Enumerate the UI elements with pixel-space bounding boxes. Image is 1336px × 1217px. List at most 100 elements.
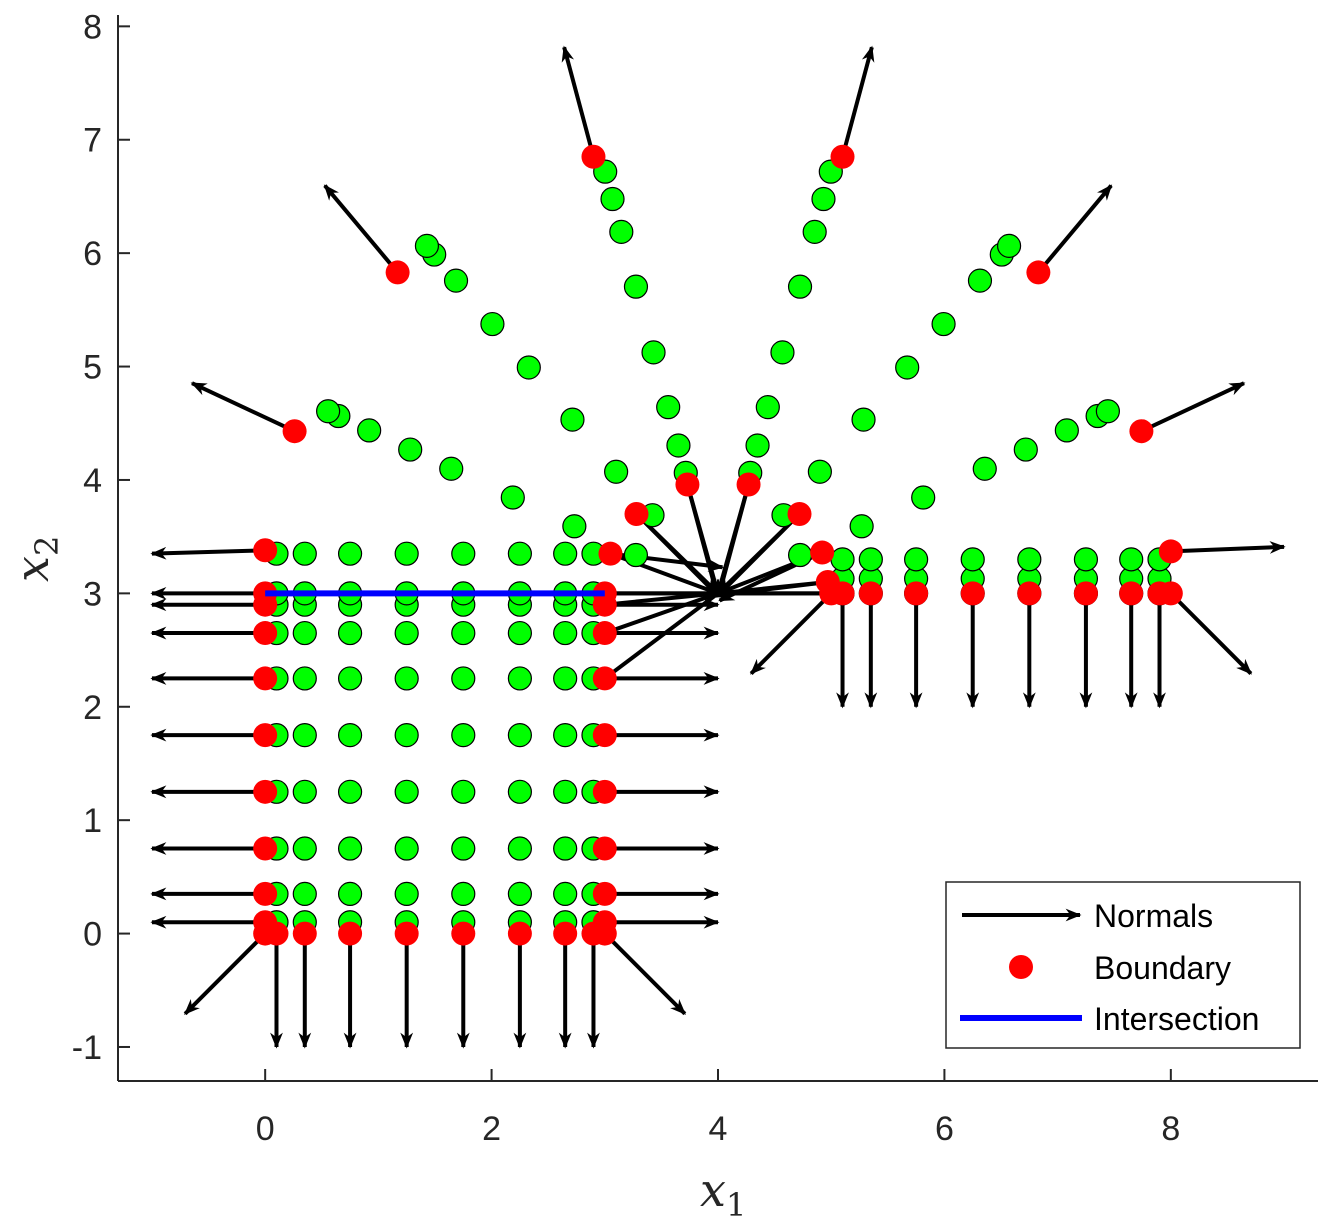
interior-point <box>394 836 419 861</box>
y-tick-label: 2 <box>83 689 102 727</box>
interior-point <box>507 620 532 646</box>
normal-arrow <box>561 45 596 158</box>
normal-arrow <box>603 932 687 1016</box>
normal-arrow <box>183 932 267 1016</box>
x-tick-label: 8 <box>1161 1110 1180 1148</box>
boundary-point <box>253 666 278 691</box>
normal-arrow-shaft <box>716 483 751 594</box>
boundary-point <box>581 921 606 946</box>
interior-point <box>553 836 578 861</box>
interior-point <box>394 881 419 906</box>
interior-point <box>560 407 585 432</box>
interior-point <box>516 355 541 380</box>
boundary-point <box>592 779 617 804</box>
interior-point <box>851 407 876 432</box>
interior-point <box>292 723 317 748</box>
x-axis-title: x1 <box>700 1163 746 1217</box>
y-tick-label: 5 <box>83 349 102 387</box>
interior-point <box>1013 437 1038 462</box>
interior-point <box>802 219 827 244</box>
boundary-point <box>253 779 278 804</box>
interior-point <box>1095 399 1120 424</box>
legend-normals-label: Normals <box>1094 898 1213 934</box>
boundary-point <box>810 540 835 565</box>
boundary-point <box>282 419 307 444</box>
legend-intersection-label: Intersection <box>1094 1001 1259 1037</box>
interior-point <box>337 779 363 804</box>
interior-point <box>755 395 780 420</box>
boundary-point <box>292 921 317 946</box>
interior-point <box>507 723 532 748</box>
interior-point <box>904 547 929 572</box>
boundary-point <box>592 621 617 646</box>
boundary-point <box>1017 581 1042 606</box>
y-tick-label: 8 <box>83 8 102 46</box>
boundary-point <box>624 501 649 526</box>
interior-point <box>337 723 363 748</box>
boundary-point <box>253 538 278 563</box>
interior-point <box>1054 418 1079 443</box>
interior-point <box>292 666 317 691</box>
y-tick-label: -1 <box>72 1029 102 1067</box>
interior-point <box>439 456 464 481</box>
legend-boundary-swatch <box>1009 955 1033 979</box>
interior-point <box>770 340 795 365</box>
boundary-point <box>264 921 289 946</box>
boundary-point <box>253 881 278 906</box>
boundary-point <box>581 144 606 169</box>
boundary-point <box>253 621 278 646</box>
interior-point <box>394 620 419 646</box>
normal-arrow <box>1170 541 1286 554</box>
legend: Normals Boundary Intersection <box>945 881 1301 1049</box>
y-tick-label: 1 <box>83 802 102 840</box>
normal-arrow <box>150 546 266 560</box>
interior-point <box>745 433 770 458</box>
boundary-point <box>553 921 578 946</box>
interior-point <box>787 542 813 568</box>
boundary-point <box>507 921 532 946</box>
boundary-points-layer <box>253 144 1183 946</box>
interior-point <box>600 186 625 212</box>
interior-point <box>443 268 469 293</box>
interior-point <box>807 459 832 484</box>
boundary-point <box>253 836 278 861</box>
interior-point <box>553 723 578 748</box>
interior-point <box>451 723 476 748</box>
boundary-point <box>904 581 929 606</box>
normal-arrow <box>190 381 296 434</box>
x-tick-label: 4 <box>709 1110 728 1148</box>
ticks: 0 2 4 6 8 -1 0 1 2 3 4 5 6 7 8 <box>72 8 1181 1148</box>
boundary-point <box>1158 581 1183 606</box>
interior-point <box>553 620 578 646</box>
normal-arrow-shaft <box>635 512 720 595</box>
y-tick-label: 7 <box>83 122 102 160</box>
interior-point <box>292 779 317 804</box>
interior-point <box>811 186 836 212</box>
interior-point <box>849 514 874 539</box>
normal-arrow <box>1140 381 1246 434</box>
normal-arrow <box>840 45 875 158</box>
interior-point <box>553 541 578 566</box>
boundary-point <box>385 260 410 285</box>
interior-point <box>451 620 476 646</box>
interior-point <box>507 779 532 804</box>
x-tick-label: 6 <box>935 1110 954 1148</box>
interior-point <box>337 541 363 566</box>
boundary-point <box>592 881 617 906</box>
interior-point <box>1119 547 1144 572</box>
interior-point <box>553 666 578 691</box>
interior-point <box>553 881 578 906</box>
x-tick-label: 0 <box>256 1110 275 1148</box>
interior-point <box>666 433 691 458</box>
boundary-point <box>451 921 476 946</box>
boundary-point <box>1119 581 1144 606</box>
interior-point <box>451 541 476 566</box>
interior-point <box>451 666 476 691</box>
interior-point <box>895 355 920 380</box>
interior-point <box>337 666 363 691</box>
boundary-point <box>960 581 985 606</box>
interior-point <box>451 779 476 804</box>
legend-boundary-label: Boundary <box>1094 950 1231 986</box>
interior-point <box>337 620 363 646</box>
